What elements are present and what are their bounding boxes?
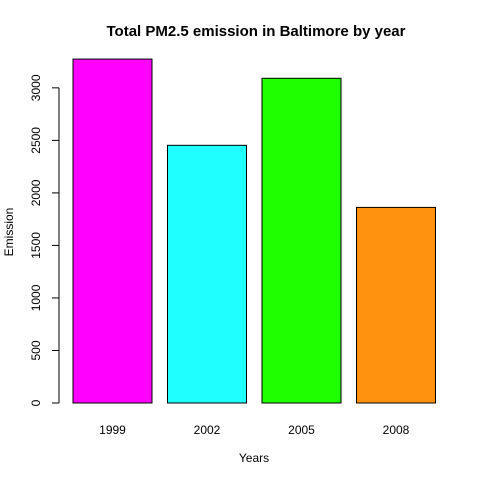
y-tick-label-2000: 2000: [29, 179, 43, 206]
chart-title: Total PM2.5 emission in Baltimore by yea…: [107, 23, 406, 40]
x-tick-label-2005: 2005: [288, 423, 315, 437]
y-tick-label-1000: 1000: [29, 284, 43, 311]
bar-1999: [72, 58, 153, 404]
y-axis: 0 500 1000 1500 2000 2500 3000: [29, 74, 60, 406]
y-tick-label-1500: 1500: [29, 232, 43, 259]
x-tick-labels: 1999 2002 2005 2008: [99, 423, 410, 437]
bars-group: [72, 58, 436, 404]
x-tick-label-2002: 2002: [194, 423, 221, 437]
bar-2002: [167, 144, 247, 404]
bar-2005: [261, 77, 342, 404]
y-tick-label-2500: 2500: [29, 127, 43, 154]
y-tick-label-3000: 3000: [29, 74, 43, 101]
bar-2008: [356, 206, 436, 404]
x-tick-label-2008: 2008: [383, 423, 410, 437]
x-tick-label-1999: 1999: [99, 423, 126, 437]
x-axis-label: Years: [239, 451, 269, 465]
y-tick-label-500: 500: [29, 340, 43, 360]
y-axis-label: Emission: [2, 208, 16, 257]
y-tick-label-0: 0: [29, 399, 43, 406]
